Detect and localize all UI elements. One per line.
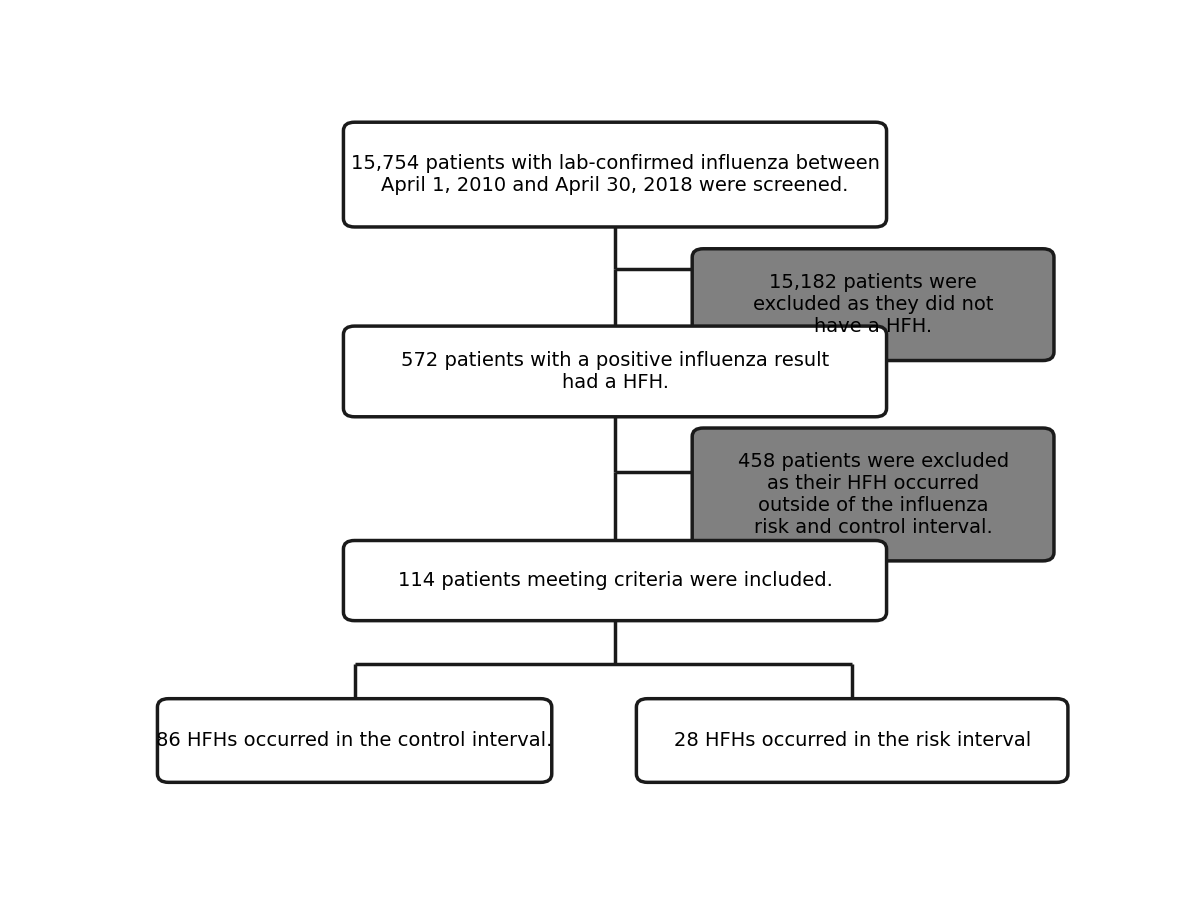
FancyBboxPatch shape [636,698,1068,782]
FancyBboxPatch shape [343,540,887,621]
Text: 572 patients with a positive influenza result
had a HFH.: 572 patients with a positive influenza r… [401,351,829,392]
Text: 458 patients were excluded
as their HFH occurred
outside of the influenza
risk a: 458 patients were excluded as their HFH … [738,452,1009,537]
Text: 28 HFHs occurred in the risk interval: 28 HFHs occurred in the risk interval [673,731,1031,750]
Text: 86 HFHs occurred in the control interval.: 86 HFHs occurred in the control interval… [156,731,553,750]
FancyBboxPatch shape [692,248,1054,361]
FancyBboxPatch shape [343,122,887,227]
FancyBboxPatch shape [157,698,552,782]
FancyBboxPatch shape [343,326,887,416]
Text: 15,182 patients were
excluded as they did not
have a HFH.: 15,182 patients were excluded as they di… [752,273,994,336]
Text: 15,754 patients with lab-confirmed influenza between
April 1, 2010 and April 30,: 15,754 patients with lab-confirmed influ… [350,154,880,195]
Text: 114 patients meeting criteria were included.: 114 patients meeting criteria were inclu… [397,571,833,590]
FancyBboxPatch shape [692,428,1054,561]
